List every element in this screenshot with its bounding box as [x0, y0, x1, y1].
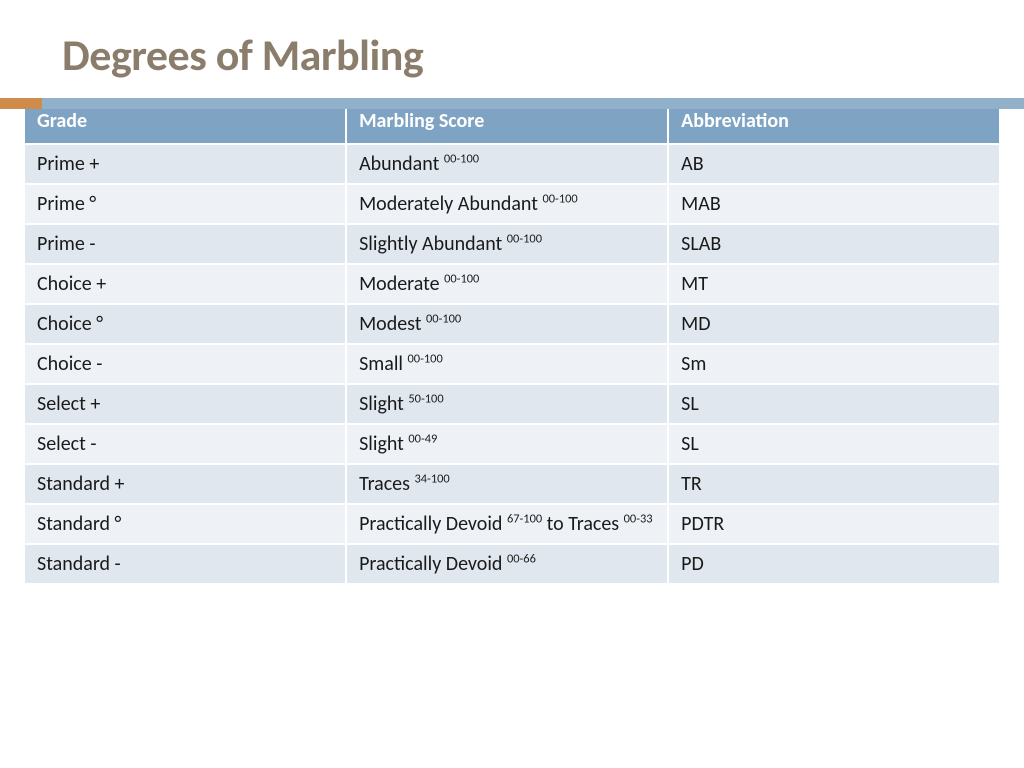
table-row: Standard +Traces 34-100TR — [24, 464, 1000, 504]
divider-bar — [0, 98, 1024, 109]
cell-score: Modest 00-100 — [346, 304, 668, 344]
cell-grade: Choice + — [24, 264, 346, 304]
table-row: Prime °Moderately Abundant 00-100MAB — [24, 184, 1000, 224]
cell-grade: Select + — [24, 384, 346, 424]
cell-grade: Prime + — [24, 144, 346, 184]
table-row: Prime +Abundant 00-100AB — [24, 144, 1000, 184]
table-body: Prime +Abundant 00-100ABPrime °Moderatel… — [24, 144, 1000, 584]
cell-grade: Select - — [24, 424, 346, 464]
cell-grade: Choice ° — [24, 304, 346, 344]
score-superscript: 00-100 — [444, 271, 479, 286]
table-row: Standard -Practically Devoid 00-66PD — [24, 544, 1000, 584]
table-row: Select +Slight 50-100SL — [24, 384, 1000, 424]
score-superscript: 00-33 — [624, 511, 653, 526]
cell-grade: Standard - — [24, 544, 346, 584]
divider-main — [42, 98, 1024, 109]
cell-score: Abundant 00-100 — [346, 144, 668, 184]
cell-abbr: Sm — [668, 344, 1000, 384]
cell-grade: Standard + — [24, 464, 346, 504]
score-superscript: 00-49 — [408, 431, 437, 446]
cell-score: Practically Devoid 67-100 to Traces 00-3… — [346, 504, 668, 544]
table-row: Prime -Slightly Abundant 00-100SLAB — [24, 224, 1000, 264]
table-row: Choice +Moderate 00-100MT — [24, 264, 1000, 304]
score-superscript: 67-100 — [507, 511, 542, 526]
cell-abbr: SL — [668, 424, 1000, 464]
cell-score: Traces 34-100 — [346, 464, 668, 504]
score-superscript: 00-100 — [426, 311, 461, 326]
slide: Degrees of Marbling Grade Marbling Score… — [0, 0, 1024, 768]
cell-grade: Standard ° — [24, 504, 346, 544]
cell-score: Slightly Abundant 00-100 — [346, 224, 668, 264]
score-superscript: 34-100 — [414, 471, 449, 486]
score-superscript: 00-100 — [408, 351, 443, 366]
cell-abbr: TR — [668, 464, 1000, 504]
cell-abbr: MD — [668, 304, 1000, 344]
score-superscript: 00-100 — [444, 151, 479, 166]
cell-score: Moderately Abundant 00-100 — [346, 184, 668, 224]
cell-grade: Prime ° — [24, 184, 346, 224]
score-superscript: 00-100 — [507, 231, 542, 246]
table-row: Standard °Practically Devoid 67-100 to T… — [24, 504, 1000, 544]
cell-score: Slight 50-100 — [346, 384, 668, 424]
score-superscript: 50-100 — [408, 391, 443, 406]
table-row: Select -Slight 00-49SL — [24, 424, 1000, 464]
cell-abbr: AB — [668, 144, 1000, 184]
cell-score: Moderate 00-100 — [346, 264, 668, 304]
cell-abbr: SL — [668, 384, 1000, 424]
cell-abbr: MT — [668, 264, 1000, 304]
marbling-table: Grade Marbling Score Abbreviation Prime … — [24, 98, 1000, 584]
page-title: Degrees of Marbling — [0, 28, 1024, 82]
table-wrap: Grade Marbling Score Abbreviation Prime … — [0, 98, 1024, 584]
cell-abbr: MAB — [668, 184, 1000, 224]
cell-score: Slight 00-49 — [346, 424, 668, 464]
cell-score: Small 00-100 — [346, 344, 668, 384]
table-row: Choice -Small 00-100Sm — [24, 344, 1000, 384]
table-row: Choice °Modest 00-100MD — [24, 304, 1000, 344]
score-superscript: 00-100 — [542, 191, 577, 206]
cell-abbr: PD — [668, 544, 1000, 584]
score-superscript: 00-66 — [507, 551, 536, 566]
cell-score: Practically Devoid 00-66 — [346, 544, 668, 584]
cell-grade: Prime - — [24, 224, 346, 264]
cell-abbr: SLAB — [668, 224, 1000, 264]
divider-accent — [0, 98, 42, 109]
cell-grade: Choice - — [24, 344, 346, 384]
cell-abbr: PDTR — [668, 504, 1000, 544]
